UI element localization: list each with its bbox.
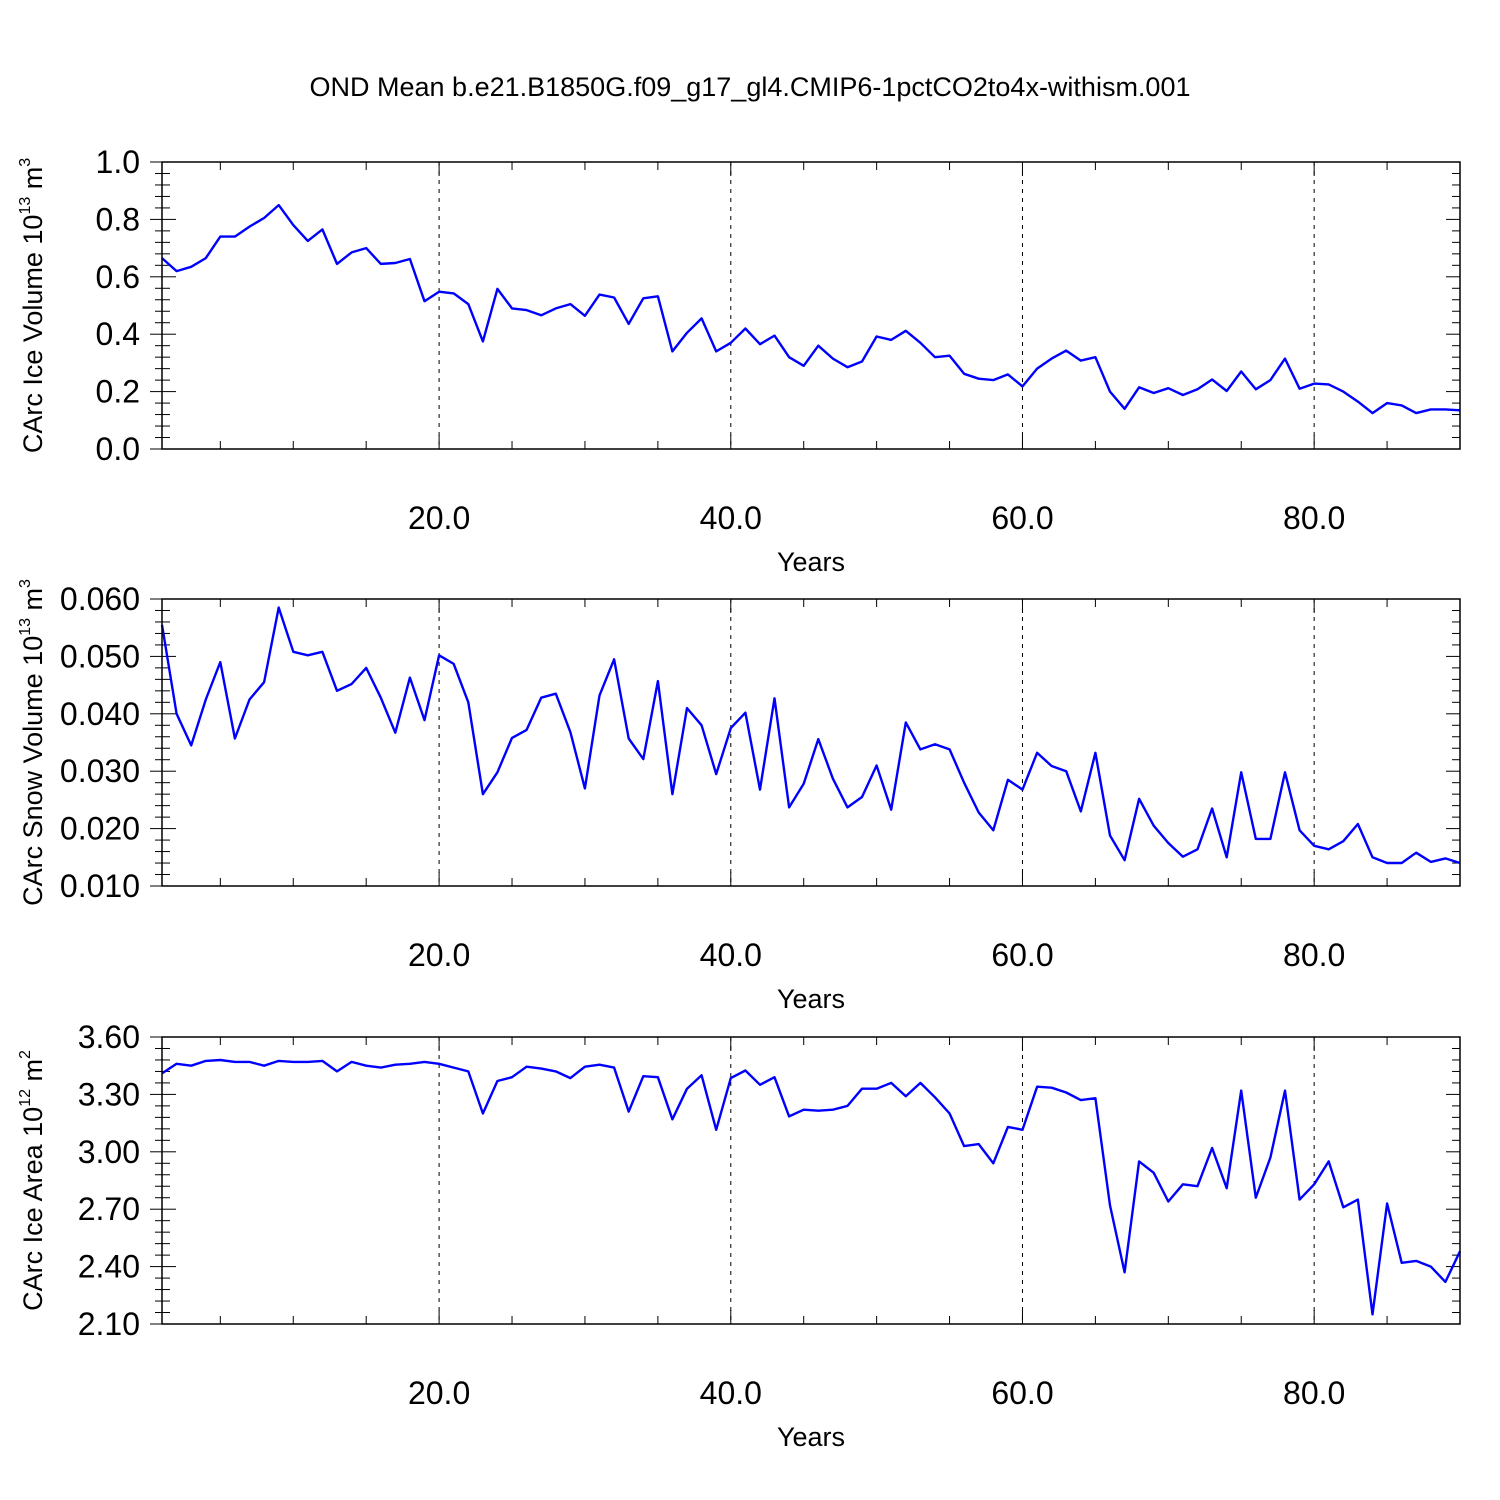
x-tick-label: 20.0 [408,937,470,973]
x-tick-label: 80.0 [1283,1375,1345,1411]
y-tick-label: 0.030 [60,753,140,789]
y-axis-label-unit: m [18,588,48,618]
y-tick-label: 0.6 [96,259,140,295]
plot-frame [161,1036,1461,1325]
x-axis-label: Years [777,547,845,577]
panel-1: 20.0 40.0 60.0 80.0 0.0 0.2 0.4 0.6 0.8 1.0 Years C… [17,144,1461,577]
y-axis-label-text: CArc Snow Volume 10 [18,636,48,906]
y-axis-label-unit-exponent: 3 [17,158,34,167]
y-tick-label: 3.00 [78,1134,140,1170]
y-tick-label: 0.4 [96,316,140,352]
x-tick-label: 40.0 [700,500,762,536]
y-axis-label-unit: m [18,167,48,197]
chart-panels: 20.0 40.0 60.0 80.0 0.0 0.2 0.4 0.6 0.8 1.0 Years C… [17,144,1462,1452]
y-axis-label-exponent: 13 [17,618,34,636]
y-tick-label: 0.8 [96,201,140,237]
x-tick-label: 60.0 [991,1375,1053,1411]
y-axis-label-text: CArc Ice Volume 10 [18,215,48,454]
y-tick-label: 2.10 [78,1306,140,1342]
y-tick-label: 0.050 [60,638,140,674]
y-tick-label: 3.60 [78,1019,140,1055]
y-tick-label: 2.40 [78,1249,140,1285]
series-line [161,1058,1462,1316]
series-line [160,606,1461,865]
y-tick-label: 0.020 [60,811,140,847]
panel-3: 20.0 40.0 60.0 80.0 2.10 2.40 2.70 3.00 3.30 3.60… [17,1019,1462,1452]
plot-frame [161,598,1461,887]
y-axis-label-unit-exponent: 3 [17,579,34,588]
y-axis-label: CArc Ice Area 1012 m2 [17,1050,48,1311]
x-axis-label: Years [777,1422,845,1452]
x-tick-label: 80.0 [1283,937,1345,973]
y-tick-label: 0.2 [96,374,140,410]
y-tick-label: 1.0 [96,144,140,180]
y-axis-label-exponent: 12 [17,1089,34,1107]
y-tick-label: 0.060 [60,581,140,617]
y-axis-label-text: CArc Ice Area 10 [18,1107,48,1311]
y-tick-label: 3.30 [78,1076,140,1112]
x-tick-label: 40.0 [700,937,762,973]
y-axis-label-unit-exponent: 2 [17,1050,34,1059]
x-tick-label: 40.0 [700,1375,762,1411]
panel-2: 20.0 40.0 60.0 80.0 0.010 0.020 0.030 0.040 0.05… [17,579,1461,1014]
y-axis-label-unit: m [18,1059,48,1089]
y-tick-label: 0.0 [96,431,140,467]
y-tick-label: 2.70 [78,1191,140,1227]
y-axis-label: CArc Snow Volume 1013 m3 [17,579,48,906]
y-axis-label: CArc Ice Volume 1013 m3 [17,158,48,453]
x-tick-label: 60.0 [991,937,1053,973]
x-tick-label: 80.0 [1283,500,1345,536]
plot-frame [161,161,1461,450]
x-axis-label: Years [777,984,845,1014]
y-axis-label-exponent: 13 [17,197,34,215]
y-tick-label: 0.040 [60,696,140,732]
y-tick-label: 0.010 [60,868,140,904]
x-tick-label: 20.0 [408,1375,470,1411]
chart-title: OND Mean b.e21.B1850G.f09_g17_gl4.CMIP6-… [310,72,1191,102]
x-tick-label: 20.0 [408,500,470,536]
series-line [161,203,1461,415]
x-tick-label: 60.0 [991,500,1053,536]
